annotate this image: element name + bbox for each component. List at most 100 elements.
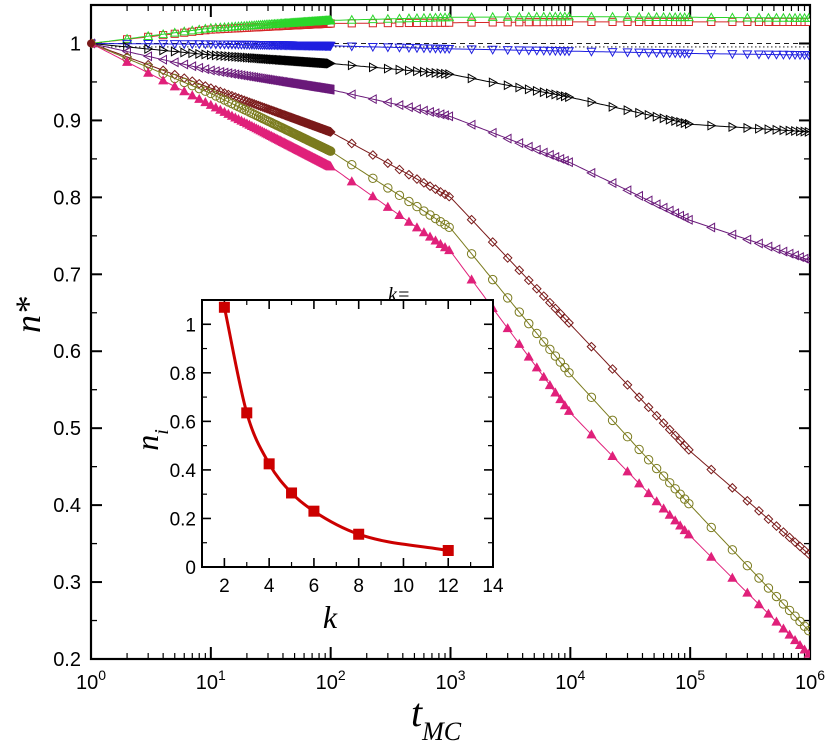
x-tick-base: 10 bbox=[76, 672, 98, 694]
series-marker bbox=[564, 318, 574, 328]
series-marker bbox=[267, 54, 277, 65]
series-marker bbox=[544, 379, 555, 390]
series-marker bbox=[545, 344, 555, 355]
series-marker bbox=[754, 17, 764, 26]
inset-data-point bbox=[218, 301, 230, 313]
series-marker bbox=[418, 227, 429, 237]
y-tick-label: 0.2 bbox=[53, 649, 81, 671]
series-marker bbox=[194, 83, 204, 94]
series-marker bbox=[803, 648, 810, 658]
series-marker bbox=[524, 84, 535, 95]
series-marker bbox=[556, 90, 566, 101]
inset-y-tick-label: 0 bbox=[185, 558, 196, 579]
series-marker bbox=[622, 379, 633, 390]
series-marker bbox=[179, 86, 190, 96]
series-marker bbox=[179, 40, 190, 50]
series-marker bbox=[784, 248, 794, 259]
x-tick-base: 10 bbox=[555, 672, 577, 694]
series-marker bbox=[367, 94, 377, 105]
series-marker bbox=[555, 357, 566, 367]
series-marker bbox=[790, 537, 800, 548]
series-marker bbox=[440, 189, 450, 200]
series-marker bbox=[634, 392, 645, 403]
series-marker bbox=[544, 46, 555, 57]
series-marker bbox=[466, 11, 477, 22]
series-marker bbox=[555, 308, 566, 319]
series-marker bbox=[326, 58, 336, 69]
series-marker bbox=[502, 11, 513, 21]
series-marker bbox=[346, 176, 357, 186]
series-marker bbox=[265, 54, 275, 65]
series-marker bbox=[411, 12, 423, 23]
series-marker bbox=[394, 13, 405, 23]
series-marker bbox=[231, 51, 241, 62]
series-marker bbox=[435, 186, 446, 197]
series-marker bbox=[368, 173, 378, 183]
series-marker bbox=[675, 520, 686, 530]
series-marker bbox=[488, 274, 498, 285]
series-marker bbox=[367, 150, 378, 160]
series-marker bbox=[244, 71, 254, 82]
inset-x-tick-label: 10 bbox=[393, 576, 414, 597]
series-marker bbox=[634, 444, 644, 455]
inset-frame bbox=[201, 299, 494, 568]
series-marker bbox=[426, 67, 436, 78]
series-marker bbox=[563, 405, 575, 415]
series-marker bbox=[205, 65, 215, 76]
y-tick-label: 0.5 bbox=[53, 418, 81, 440]
series-marker bbox=[651, 496, 662, 506]
series-marker bbox=[538, 46, 549, 56]
series-marker bbox=[325, 15, 336, 25]
series-marker bbox=[158, 65, 169, 76]
series-marker bbox=[622, 48, 633, 58]
series-marker bbox=[523, 46, 534, 56]
series-marker bbox=[665, 478, 675, 488]
x-tick-exponent: 0 bbox=[98, 667, 106, 683]
series-marker bbox=[658, 49, 669, 59]
series-marker bbox=[544, 297, 555, 308]
x-tick-exponent: 3 bbox=[458, 667, 466, 683]
series-marker bbox=[671, 115, 681, 126]
series-marker bbox=[200, 86, 211, 96]
series-marker bbox=[195, 48, 205, 59]
series-marker bbox=[727, 482, 738, 493]
series-marker bbox=[200, 96, 211, 107]
series-8 bbox=[91, 38, 810, 559]
x-tick-base: 10 bbox=[316, 672, 338, 694]
series-marker bbox=[784, 605, 795, 616]
series-marker bbox=[403, 102, 413, 113]
x-tick-label: 102 bbox=[316, 667, 346, 694]
series-marker bbox=[514, 307, 524, 317]
x-tick-label: 104 bbox=[555, 667, 585, 694]
series-marker bbox=[728, 121, 738, 133]
series-marker bbox=[771, 591, 782, 602]
series-marker bbox=[634, 11, 645, 21]
series-marker bbox=[778, 527, 789, 537]
inset-x-tick-label: 4 bbox=[264, 576, 275, 597]
inset-plot: 2 4 6 8 10 12 14 0 0.2 0.4 0.6 0.8 1 k ni bbox=[129, 299, 504, 635]
series-marker bbox=[706, 551, 717, 561]
series-marker bbox=[669, 208, 680, 219]
series-marker bbox=[404, 169, 414, 180]
series-marker bbox=[651, 410, 662, 421]
series-marker bbox=[683, 214, 693, 225]
series-marker bbox=[771, 244, 781, 255]
series-marker bbox=[635, 107, 645, 118]
series-marker bbox=[430, 235, 441, 245]
series-marker bbox=[237, 52, 247, 63]
series-marker bbox=[234, 51, 244, 63]
series-marker bbox=[771, 50, 782, 60]
series-marker bbox=[243, 52, 253, 63]
series-4 bbox=[91, 39, 810, 61]
series-marker bbox=[523, 11, 534, 21]
series-marker bbox=[325, 41, 336, 52]
series-marker bbox=[122, 39, 133, 49]
series-marker bbox=[169, 27, 180, 37]
series-marker bbox=[607, 450, 618, 461]
x-tick-base: 10 bbox=[435, 672, 457, 694]
series-marker bbox=[551, 89, 561, 100]
series-marker bbox=[179, 26, 190, 36]
series-marker bbox=[159, 45, 169, 56]
series-marker bbox=[325, 161, 336, 171]
